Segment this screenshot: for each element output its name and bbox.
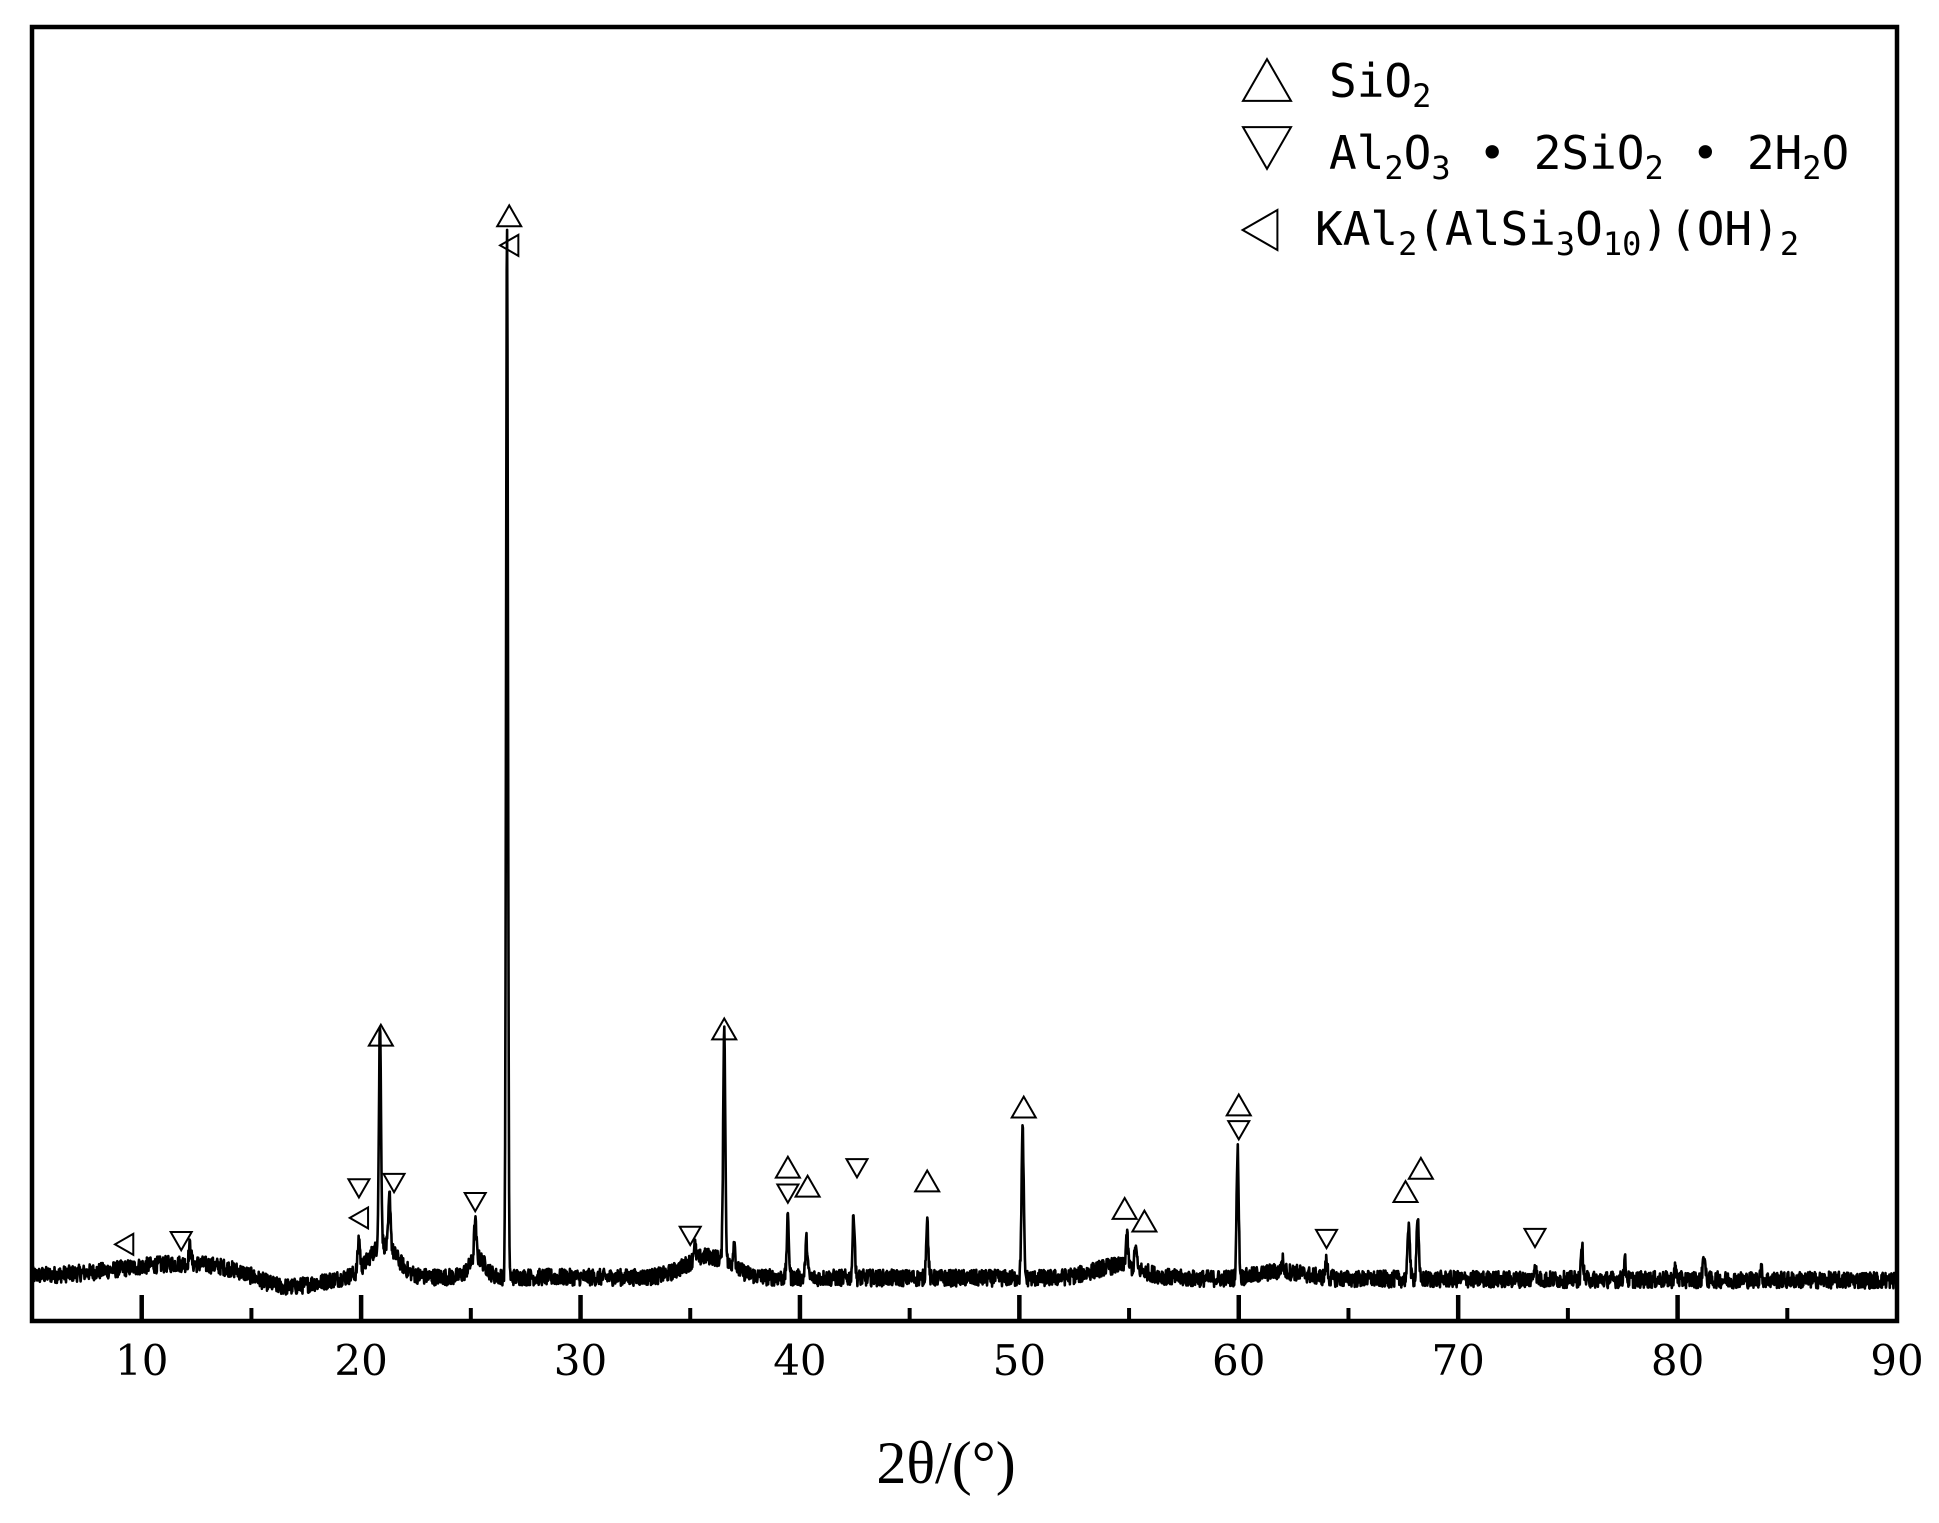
- down-triangle-marker: [462, 1191, 488, 1214]
- legend-item: Al2O3 • 2SiO2 • 2H2O: [1241, 126, 1849, 187]
- x-tick-label: 90: [1870, 1336, 1923, 1385]
- up-triangle-marker: [495, 203, 523, 228]
- x-axis-title: 2θ/(°): [876, 1430, 1015, 1496]
- up-triangle-marker: [1391, 1179, 1420, 1203]
- left-triangle-marker: [113, 1232, 135, 1257]
- diffraction-pattern-line: [30, 228, 1899, 1296]
- down-triangle-marker: [1226, 1120, 1251, 1142]
- legend-item: SiO2: [1241, 54, 1431, 115]
- up-triangle-marker: [774, 1154, 802, 1179]
- down-triangle-marker: [775, 1183, 801, 1205]
- down-triangle-marker: [678, 1225, 703, 1248]
- down-triangle-marker: [1522, 1227, 1548, 1250]
- up-triangle-marker: [1407, 1155, 1435, 1180]
- x-axis-tick-labels: 10 20 30 40 50 60 70 80 90: [115, 1336, 1924, 1385]
- down-triangle-marker: [1241, 126, 1293, 171]
- legend: SiO2 Al2O3 • 2SiO2 • 2H2O KAl2(AlSi3O10)(O…: [1240, 54, 1849, 263]
- legend-label: Al2O3 • 2SiO2 • 2H2O: [1329, 126, 1849, 187]
- x-tick-label: 40: [773, 1336, 826, 1385]
- left-triangle-marker: [1240, 208, 1279, 252]
- up-triangle-marker: [793, 1173, 822, 1198]
- phase-markers: [113, 203, 1548, 1257]
- down-triangle-marker: [1314, 1228, 1339, 1251]
- up-triangle-marker: [710, 1016, 738, 1041]
- up-triangle-marker: [1110, 1195, 1139, 1220]
- legend-label: SiO2: [1329, 54, 1431, 115]
- left-triangle-marker: [347, 1205, 370, 1231]
- up-triangle-marker: [367, 1022, 395, 1047]
- down-triangle-marker: [844, 1158, 870, 1180]
- down-triangle-marker: [168, 1231, 194, 1253]
- legend-item: KAl2(AlSi3O10)(OH)2: [1240, 202, 1799, 263]
- up-triangle-marker: [913, 1168, 941, 1193]
- x-tick-label: 10: [115, 1336, 168, 1385]
- up-triangle-marker: [1241, 57, 1293, 102]
- up-triangle-marker: [1010, 1094, 1038, 1119]
- x-tick-label: 60: [1212, 1336, 1265, 1385]
- x-axis-ticks: [139, 1295, 1790, 1321]
- x-tick-label: 80: [1651, 1336, 1704, 1385]
- legend-label: KAl2(AlSi3O10)(OH)2: [1315, 202, 1799, 263]
- down-triangle-marker: [381, 1172, 407, 1195]
- x-tick-label: 20: [334, 1336, 387, 1385]
- up-triangle-marker: [1225, 1092, 1253, 1117]
- up-triangle-marker: [1130, 1208, 1159, 1233]
- x-tick-label: 30: [554, 1336, 607, 1385]
- x-tick-label: 70: [1431, 1336, 1484, 1385]
- left-triangle-marker: [498, 233, 520, 258]
- down-triangle-marker: [346, 1178, 372, 1200]
- plot-frame: [29, 24, 1900, 1324]
- x-tick-label: 50: [993, 1336, 1046, 1385]
